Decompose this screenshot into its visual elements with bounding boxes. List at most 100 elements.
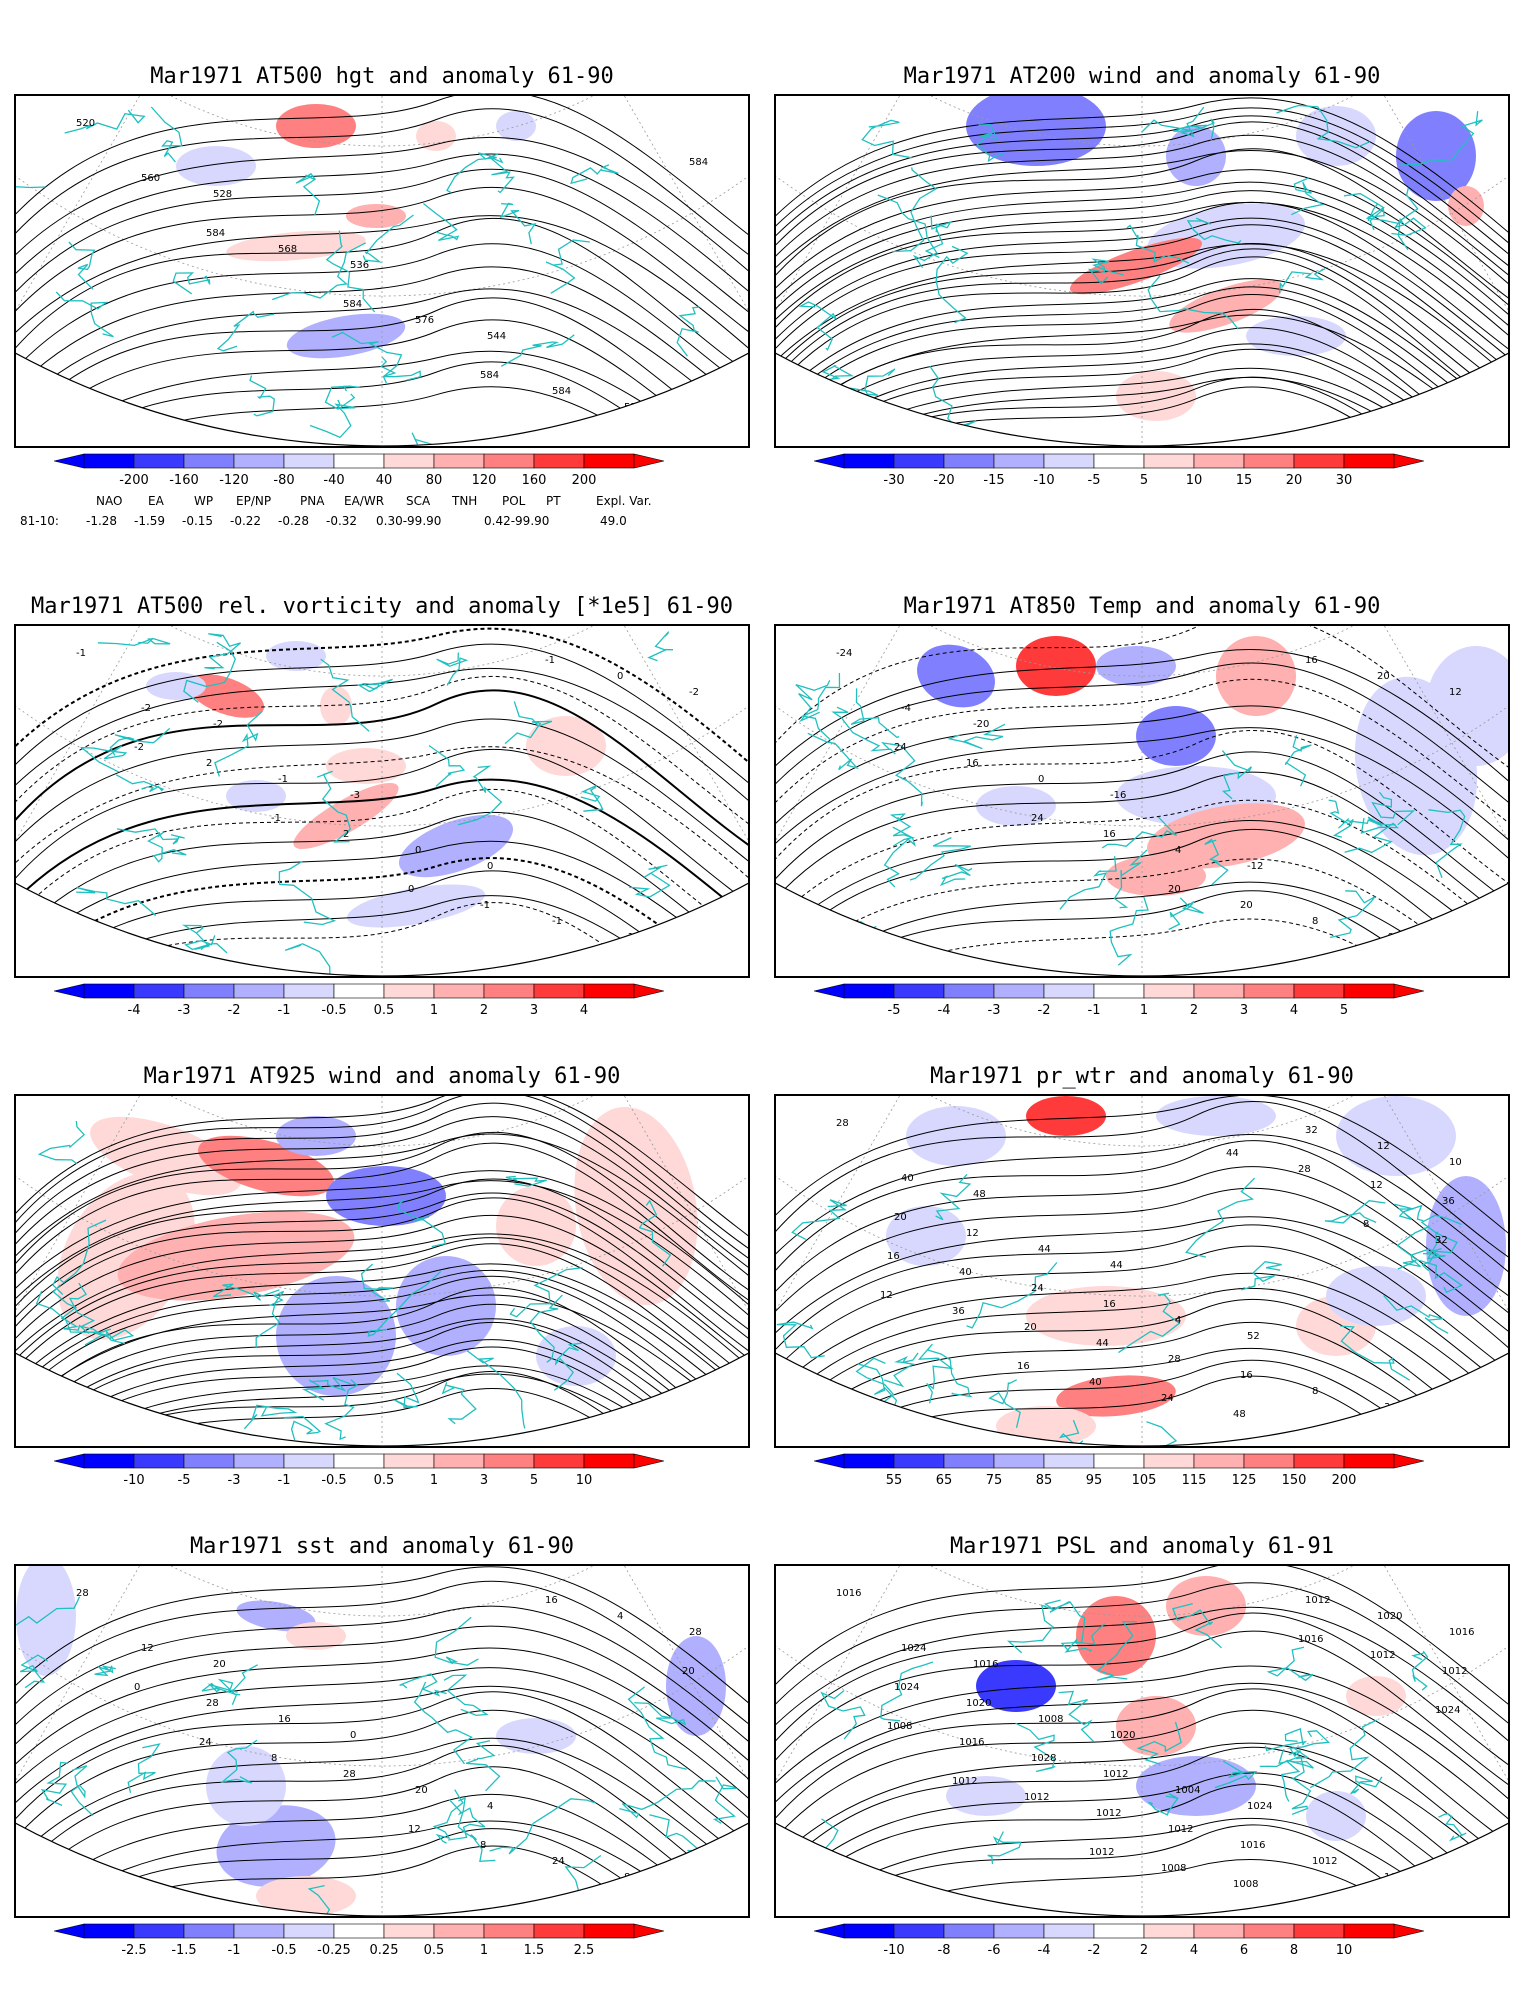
index-header: EP/NP (236, 494, 272, 508)
colorbar-tick-label: -3 (178, 1003, 191, 1018)
contour-label: 1028 (1384, 1872, 1409, 1883)
colorbar-tick-label: 2.5 (574, 1943, 595, 1958)
coastline (1338, 816, 1396, 829)
coastline (16, 1596, 81, 1634)
coastline (325, 230, 376, 313)
coastline (712, 1776, 738, 1824)
contour-line (776, 918, 1508, 976)
coastline (150, 106, 183, 163)
coastline (891, 167, 938, 253)
contour-label: 16 (1240, 1370, 1253, 1381)
streamline (16, 1197, 748, 1371)
colorbar-tick-label: 5 (1140, 473, 1148, 488)
streamline (776, 202, 1508, 371)
contour-line (16, 361, 748, 446)
coastline (1096, 1620, 1137, 1681)
coastline (1101, 816, 1177, 849)
coastline (776, 414, 823, 446)
colorbar-tick-label: 120 (472, 473, 497, 488)
coastline (488, 156, 515, 194)
coastline (55, 291, 114, 338)
colorbar-swatch (843, 1453, 895, 1469)
index-value: 0.42-99.90 (484, 514, 550, 528)
colorbar-tick-label: 10 (1186, 473, 1203, 488)
contour-line (776, 1688, 1508, 1863)
coastline (324, 385, 360, 411)
contour-line (16, 778, 748, 942)
coastline (1324, 1200, 1386, 1224)
coastline (529, 1294, 563, 1363)
contour-label: 44 (1038, 1244, 1051, 1255)
coastline (413, 1681, 473, 1765)
panel-title: Mar1971 PSL and anomaly 61-91 (949, 1534, 1335, 1559)
coastline (52, 1219, 107, 1295)
streamline (16, 1096, 748, 1267)
colorbar-swatch (893, 453, 945, 469)
contour-label: 1024 (1435, 1705, 1460, 1716)
colorbar-tick-label: -1 (1088, 1003, 1101, 1018)
colorbar-tick-label: 3 (1240, 1003, 1248, 1018)
colorbar-swatch (1343, 1453, 1395, 1469)
map-content: 2848445236404448101216161220242832364044… (776, 1096, 1508, 1446)
anomaly-region (496, 1186, 576, 1266)
map-svg: 1016 1016 1020 1024 1028 1024 1008 1004 1012 1016… (776, 1566, 1508, 1916)
coastline (831, 706, 896, 755)
anomaly-region (1056, 1375, 1176, 1417)
coastline (807, 732, 859, 771)
contour-label: 4 (1175, 845, 1181, 856)
contour-label: 1024 (901, 1643, 926, 1654)
colorbar-swatch (583, 1923, 635, 1939)
coastline (1109, 896, 1149, 966)
colorbar-swatch (993, 1453, 1045, 1469)
contour-label: 576 (415, 315, 434, 326)
coastline (647, 630, 674, 662)
coastline (115, 774, 165, 793)
coastline (316, 770, 352, 843)
contour-line (776, 1299, 1508, 1446)
coastline (927, 1349, 973, 1398)
coastline (929, 365, 980, 445)
coastline (106, 1405, 135, 1446)
coastline (295, 172, 321, 216)
contour-label: 16 (1305, 655, 1318, 666)
colorbar-tick-label: -5 (1088, 473, 1101, 488)
anomaly-region (320, 686, 352, 726)
contour-label: 1020 (1110, 1730, 1135, 1741)
contour-label: 1012 (1370, 1650, 1395, 1661)
contour-label: 528 (213, 189, 232, 200)
contour-label: 4 (1175, 1315, 1181, 1326)
coastline (629, 864, 671, 898)
colorbar-swatch (1243, 1923, 1295, 1939)
contour-label: 16 (1103, 1299, 1116, 1310)
colorbar-tick-label: 4 (580, 1003, 588, 1018)
coastline (1340, 1325, 1411, 1381)
coastline (1241, 1261, 1282, 1291)
coastline (1396, 1225, 1463, 1294)
contour-line (776, 1606, 1508, 1766)
contour-label: 16 (1103, 829, 1116, 840)
anomaly-region (966, 96, 1106, 166)
anomaly-region (416, 121, 456, 151)
colorbar-arrow-high (633, 1923, 665, 1939)
colorbar-swatch (133, 983, 185, 999)
meridian-line (16, 1566, 383, 1814)
streamline (776, 169, 1508, 329)
contour-label: 28 (343, 1769, 356, 1780)
colorbar-swatch (183, 983, 235, 999)
colorbar-swatch (333, 1453, 385, 1469)
coastline (776, 1321, 825, 1359)
coastline (1280, 1746, 1310, 1802)
coastline (357, 678, 393, 693)
streamline (16, 1133, 748, 1298)
contour-label: 1016 (959, 1737, 984, 1748)
streamline (16, 1263, 748, 1422)
colorbar-tick-label: 160 (522, 473, 547, 488)
colorbar-tick-label: 0.5 (374, 1473, 395, 1488)
colorbar-swatch (943, 1453, 995, 1469)
colorbar-arrow-low (53, 1923, 85, 1939)
streamline (16, 1142, 748, 1319)
colorbar-tick-label: -4 (128, 1003, 141, 1018)
coastline (1438, 1813, 1467, 1842)
